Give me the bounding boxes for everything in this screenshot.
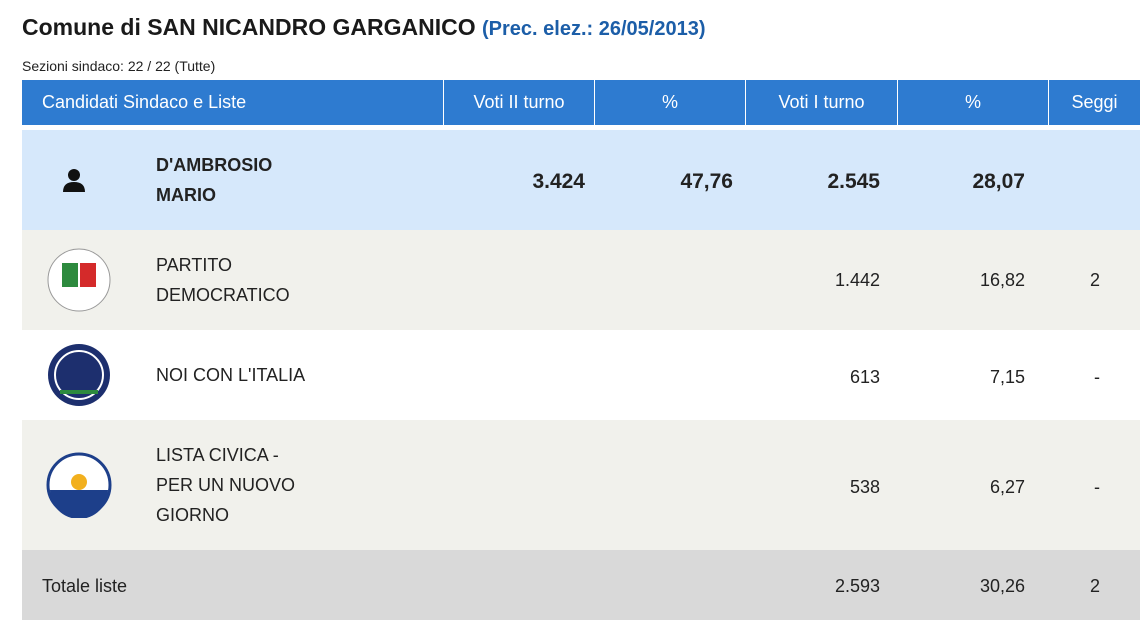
commune-name: Comune di SAN NICANDRO GARGANICO bbox=[22, 14, 476, 40]
list-row: LISTA CIVICA - PER UN NUOVO GIORNO 538 6… bbox=[22, 420, 1140, 550]
column-header: Candidati Sindaco e Liste bbox=[42, 92, 247, 112]
votes-first-round: 613 bbox=[849, 367, 880, 387]
page-title: Comune di SAN NICANDRO GARGANICO (Prec. … bbox=[22, 14, 706, 41]
previous-election[interactable]: (Prec. elez.: 26/05/2013) bbox=[482, 18, 706, 40]
column-header: Voti I turno bbox=[745, 80, 897, 125]
person-icon bbox=[63, 169, 85, 192]
party-logo bbox=[46, 452, 112, 518]
list-name: LISTA CIVICA - PER UN NUOVO GIORNO bbox=[156, 445, 296, 525]
list-name: PARTITO DEMOCRATICO bbox=[156, 255, 290, 305]
table-header: Candidati Sindaco e Liste Voti II turno … bbox=[22, 80, 1140, 125]
column-header: % bbox=[897, 80, 1048, 125]
total-label: Totale liste bbox=[42, 576, 128, 596]
percent-second-round: 47,76 bbox=[680, 170, 733, 193]
column-header: % bbox=[594, 80, 745, 125]
votes-first-round: 2.593 bbox=[834, 576, 880, 596]
seats: 2 bbox=[1089, 576, 1100, 596]
list-row: PARTITO DEMOCRATICO 1.442 16,82 2 bbox=[22, 230, 1140, 330]
column-header: Voti II turno bbox=[443, 80, 594, 125]
percent-first-round: 7,15 bbox=[989, 367, 1025, 387]
votes-first-round: 2.545 bbox=[827, 170, 880, 193]
seats: 2 bbox=[1089, 270, 1100, 290]
party-logo bbox=[48, 344, 110, 406]
votes-second-round: 3.424 bbox=[532, 170, 585, 193]
candidate-name: D'AMBROSIO MARIO bbox=[156, 155, 273, 205]
percent-first-round: 16,82 bbox=[979, 270, 1025, 290]
percent-first-round: 28,07 bbox=[972, 170, 1025, 193]
candidate-row: D'AMBROSIO MARIO 3.424 47,76 2.545 28,07 bbox=[22, 130, 1140, 230]
list-row: NOI CON L'ITALIA 613 7,15 - bbox=[22, 330, 1140, 420]
percent-first-round: 6,27 bbox=[989, 477, 1025, 497]
votes-first-round: 538 bbox=[849, 477, 880, 497]
list-name: NOI CON L'ITALIA bbox=[156, 365, 306, 385]
seats: - bbox=[1094, 367, 1100, 387]
percent-first-round: 30,26 bbox=[979, 576, 1025, 596]
total-row: Totale liste 2.593 30,26 2 bbox=[22, 550, 1140, 620]
sections-info: Sezioni sindaco: 22 / 22 (Tutte) bbox=[22, 58, 216, 74]
party-logo bbox=[47, 248, 111, 312]
column-header: Seggi bbox=[1048, 80, 1140, 125]
seats: - bbox=[1094, 477, 1100, 497]
votes-first-round: 1.442 bbox=[834, 270, 880, 290]
